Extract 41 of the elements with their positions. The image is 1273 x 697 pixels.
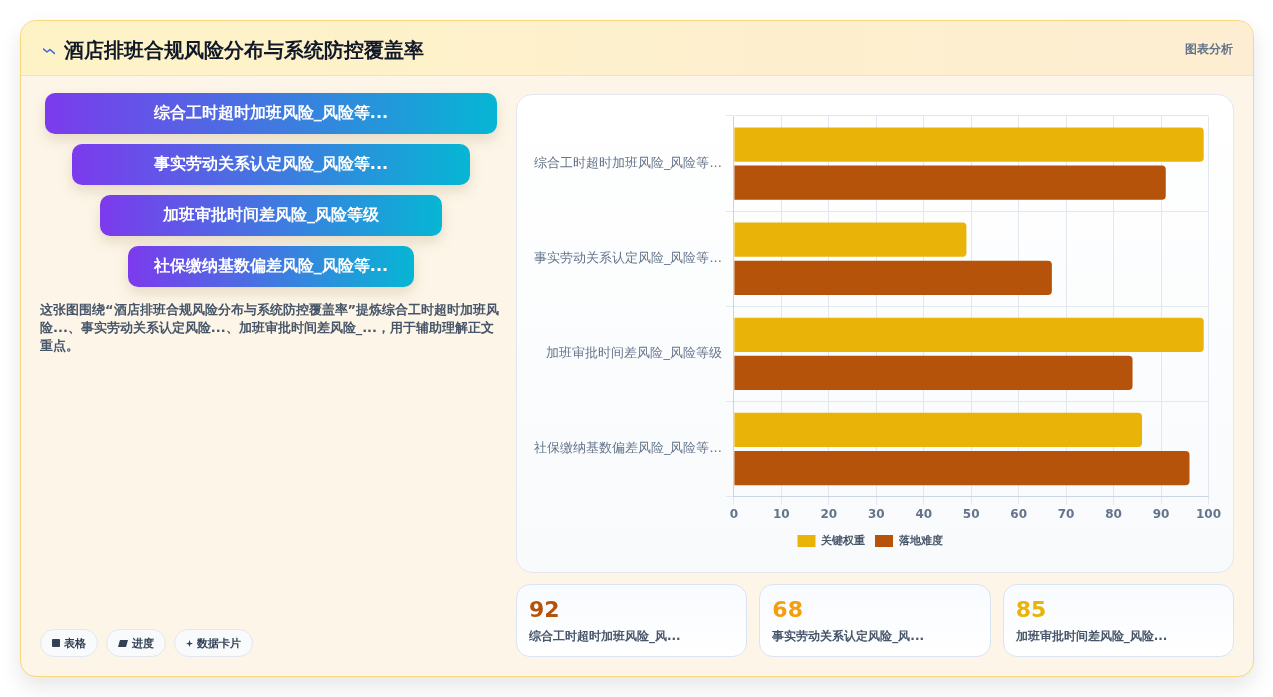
y-tick-label: 社保缴纳基数偏差风险_风险等... [533,440,722,456]
data-label: 68 [772,597,803,622]
data-label: 85 [1015,597,1047,622]
x-tick-label: 90 [1152,506,1170,521]
text: 酒店排班合规风险分布与系统防控覆盖率 [64,37,424,64]
bar [734,222,967,257]
x-tick-label: 30 [867,506,885,521]
x-tick-label: 80 [1105,506,1122,521]
bar [734,165,1166,200]
text: 进度 [132,635,154,651]
y-tick-label: 综合工时超时加班风险_风险等... [533,154,722,170]
category-label: 事实劳动关系认定风险_风险等... [153,154,389,175]
bar [734,317,1204,352]
x-tick-label: 100 [1195,506,1222,521]
text: 表格 [64,635,86,651]
bar [734,355,1133,391]
bar [734,260,1052,295]
x-tick-label: 20 [820,506,838,521]
bar [734,450,1190,486]
legend-label: 落地难度 [897,533,943,547]
legend-label: 关键权重 [820,533,865,547]
bar [734,127,1204,162]
y-tick-label: 加班审批时间差风险_风险等级 [546,345,722,361]
x-tick-label: 70 [1057,506,1075,521]
category-label: 社保缴纳基数偏差风险_风险等... [153,256,389,277]
x-tick-label: 0 [729,506,739,521]
category-label: 加班审批时间差风险_风险等级 [162,205,379,226]
category-label: 事实劳动关系认定风险_风... [772,628,925,645]
data-label: 92 [529,597,560,622]
category-label: 综合工时超时加班风险_风... [529,628,681,645]
x-tick-label: 10 [773,506,790,521]
bar [734,412,1143,448]
x-tick-label: 60 [1010,506,1027,521]
x-tick-label: 50 [962,506,980,521]
category-label: 加班审批时间差风险_风险... [1015,628,1168,645]
category-label: 综合工时超时加班风险_风险等... [153,103,389,124]
text: 数据卡片 [197,635,241,651]
x-tick-label: 40 [915,506,933,521]
text: 这张图围绕“酒店排班合规风险分布与系统防控覆盖率”提炼综合工时超时加班风险...、事实劳动关系认定风险...、加班审批时间差风险_...，用于辅助理解正文重点。 [40,301,500,355]
text: 图表分析 [1185,41,1233,58]
y-tick-label: 事实劳动关系认定风险_风险等... [533,250,722,266]
